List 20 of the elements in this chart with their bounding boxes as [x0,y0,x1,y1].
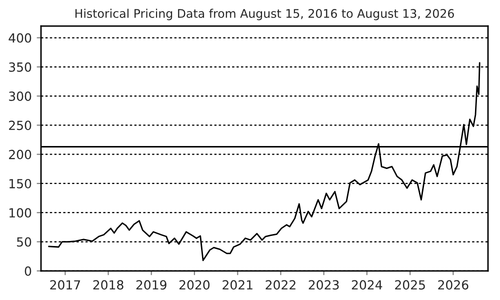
x-tick-label: 2024 [352,280,382,290]
x-tick-label: 2021 [222,280,252,290]
x-tick-label: 2023 [308,280,339,290]
y-tick-label: 400 [8,33,32,43]
x-tick-label: 2025 [395,280,425,290]
x-tick-label: 2022 [266,280,296,290]
x-tick-label: 2020 [179,280,210,290]
x-tick-label: 2026 [438,280,468,290]
y-tick-label: 350 [9,62,32,72]
y-tick-label: 100 [9,208,32,218]
y-tick-label: 300 [9,92,32,101]
y-tick-label: 50 [17,237,32,247]
x-tick-label: 2018 [93,280,124,290]
y-tick-label: 200 [9,150,32,160]
x-tick-label: 2017 [50,280,80,290]
chart-title: Historical Pricing Data from August 15, 2016 to August 13, 2026 [75,8,454,20]
y-tick-label: 150 [9,178,32,188]
y-tick-label: 250 [9,120,32,130]
x-tick-label: 2019 [136,280,166,290]
y-tick-label: 0 [24,266,32,276]
